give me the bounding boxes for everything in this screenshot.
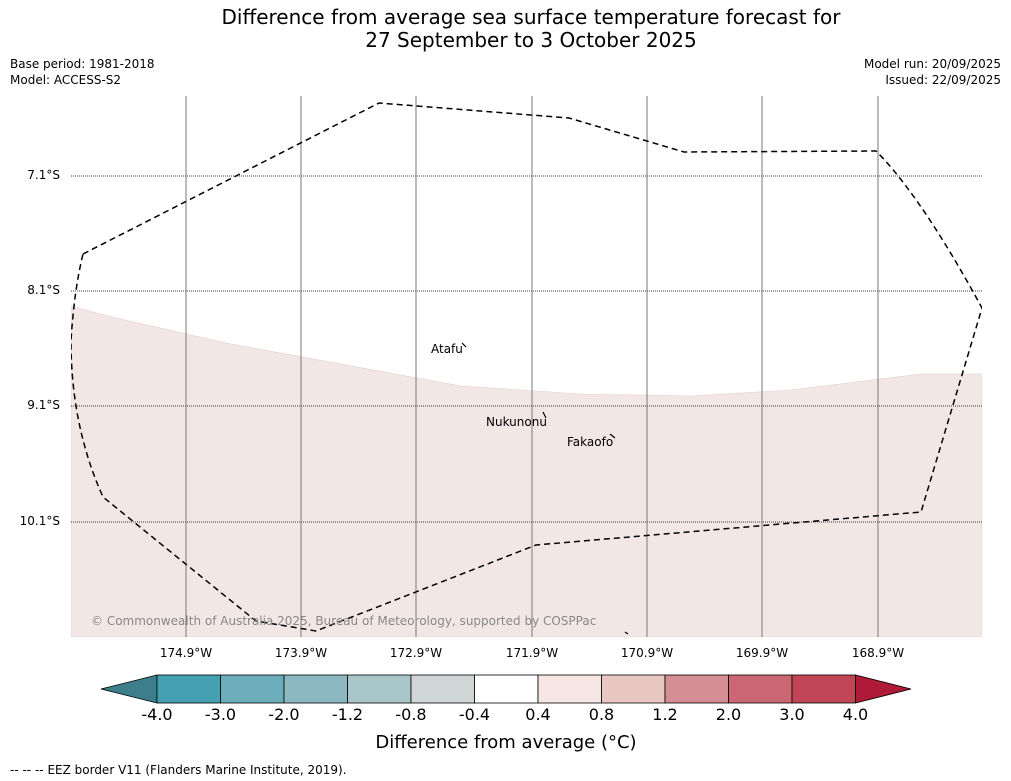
longitude-gridlines [185, 96, 879, 637]
lon-label-6: 169.9°W [735, 646, 789, 660]
eez-border [71, 102, 982, 632]
islands [461, 342, 629, 635]
small-islet [624, 631, 629, 635]
title-line-2: 27 September to 3 October 2025 [365, 28, 697, 52]
colorbar-tick-11: 3.0 [779, 705, 805, 724]
lat-label-3: 9.1°S [27, 398, 60, 412]
colorbar-swatch-2 [220, 674, 285, 704]
lat-label-1: 7.1°S [27, 168, 60, 182]
colorbar-swatch-7 [537, 674, 602, 704]
fakaofo-island [609, 433, 616, 439]
island-label-nukunonu: Nukunonu [486, 415, 547, 429]
colorbar-swatch-8 [601, 674, 666, 704]
model-run: Model run: 20/09/2025 [863, 57, 1001, 71]
lat-label-2: 8.1°S [27, 283, 60, 297]
colorbar-swatch-11 [791, 674, 856, 704]
island-label-atafu: Atafu [431, 342, 463, 356]
eez-legend-text: EEZ border V11 (Flanders Marine Institut… [47, 763, 347, 777]
eez-legend-line-sample: -- -- -- [10, 763, 44, 777]
colorbar-tick-4: -1.2 [331, 705, 364, 724]
colorbar-tick-1: -4.0 [141, 705, 173, 724]
lon-label-7: 168.9°W [851, 646, 905, 660]
title-line-1: Difference from average sea surface temp… [221, 5, 841, 29]
lon-label-2: 173.9°W [274, 646, 328, 660]
colorbar [100, 674, 912, 704]
model-name: Model: ACCESS-S2 [10, 73, 122, 87]
base-period: Base period: 1981-2018 [10, 57, 155, 71]
colorbar-tick-7: 0.4 [525, 705, 551, 724]
copyright-notice: © Commonwealth of Australia 2025, Bureau… [91, 614, 597, 628]
sst-map [71, 96, 982, 637]
eez-legend: -- -- -- EEZ border V11 (Flanders Marine… [10, 763, 347, 777]
colorbar-swatch-1 [156, 674, 221, 704]
colorbar-tick-12: 4.0 [842, 705, 869, 724]
colorbar-tick-3: -2.0 [268, 705, 300, 724]
meta-left: Base period: 1981-2018 Model: ACCESS-S2 [10, 56, 155, 88]
lon-label-5: 170.9°W [620, 646, 674, 660]
colorbar-tick-8: 0.8 [588, 705, 615, 724]
map-title: Difference from average sea surface temp… [0, 6, 1011, 52]
nukunonu-island [542, 411, 547, 419]
colorbar-extend-high [855, 674, 912, 704]
colorbar-swatch-6 [474, 674, 539, 704]
colorbar-tick-9: 1.2 [652, 705, 678, 724]
colorbar-tick-5: -0.8 [395, 705, 427, 724]
colorbar-extend-low [100, 674, 158, 704]
lon-label-4: 171.9°W [505, 646, 559, 660]
colorbar-tick-10: 2.0 [715, 705, 742, 724]
island-label-fakaofo: Fakaofo [567, 435, 614, 449]
colorbar-swatch-3 [283, 674, 348, 704]
lon-label-1: 174.9°W [159, 646, 213, 660]
colorbar-swatch-5 [410, 674, 475, 704]
colorbar-tick-6: -0.4 [458, 705, 491, 724]
colorbar-swatch-4 [347, 674, 412, 704]
meta-right: Model run: 20/09/2025 Issued: 22/09/2025 [864, 56, 1001, 88]
lat-label-4: 10.1°S [19, 514, 60, 528]
colorbar-swatch-10 [728, 674, 793, 704]
lon-label-3: 172.9°W [389, 646, 443, 660]
anomaly-region [71, 305, 982, 637]
colorbar-label: Difference from average (°C) [375, 732, 637, 753]
issued-date: Issued: 22/09/2025 [885, 73, 1001, 87]
atafu-island [461, 342, 467, 348]
colorbar-tick-2: -3.0 [204, 705, 237, 724]
colorbar-swatch-9 [664, 674, 729, 704]
